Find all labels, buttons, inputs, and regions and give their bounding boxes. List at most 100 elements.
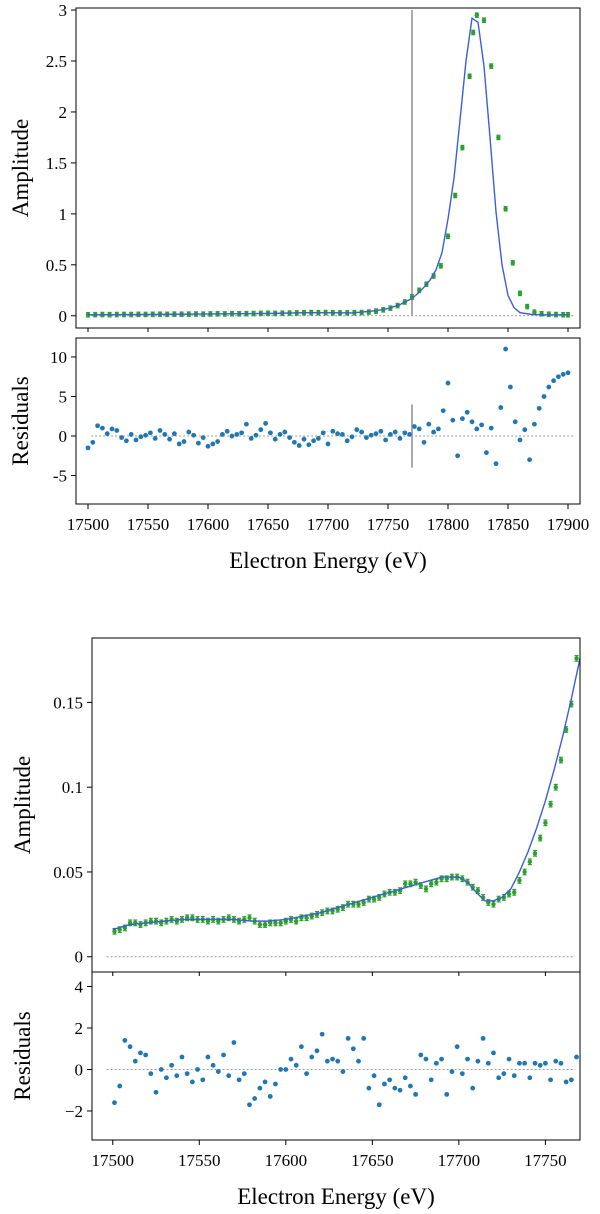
residual-point <box>568 1077 574 1083</box>
residual-points <box>112 1031 579 1108</box>
data-point <box>438 263 443 269</box>
residual-point <box>335 1058 341 1064</box>
data-point <box>496 134 501 141</box>
residual-point <box>388 432 393 437</box>
data-marker <box>474 12 479 18</box>
residual-point <box>439 1056 444 1062</box>
residual-point <box>224 428 230 434</box>
residual-point <box>153 1089 159 1095</box>
residual-point <box>553 1058 559 1064</box>
residual-point <box>122 1038 128 1043</box>
residual-point <box>408 1083 413 1089</box>
data-point <box>503 205 508 212</box>
data-marker <box>247 915 252 920</box>
data-point <box>278 919 283 927</box>
residual-point <box>210 441 216 447</box>
residual-point <box>485 1060 491 1066</box>
residual-point <box>387 1077 393 1083</box>
x-tick-label: 17700 <box>307 515 350 534</box>
x-tick-label: 17600 <box>187 515 230 534</box>
data-marker <box>558 757 564 763</box>
residual-point <box>195 1067 200 1072</box>
residual-point <box>258 427 264 433</box>
data-marker <box>434 879 439 885</box>
residual-point <box>426 421 432 427</box>
residual-point <box>366 1085 372 1091</box>
data-marker <box>503 206 508 211</box>
residual-point <box>412 424 417 429</box>
residual-point <box>304 1071 309 1077</box>
residual-point <box>498 405 504 410</box>
data-point <box>543 819 548 827</box>
data-point <box>553 783 558 791</box>
y-tick-label: -5 <box>53 467 67 486</box>
data-marker <box>403 881 408 887</box>
data-point <box>288 916 294 923</box>
data-point <box>262 921 268 928</box>
residual-point <box>454 1044 460 1050</box>
data-marker <box>525 304 530 309</box>
residual-point <box>433 1060 439 1066</box>
residual-point <box>164 1075 169 1081</box>
data-marker <box>489 63 494 69</box>
residual-point <box>152 435 158 441</box>
residual-point <box>252 1096 258 1101</box>
residual-point <box>114 428 120 433</box>
x-tick-label: 17500 <box>67 515 110 534</box>
residual-point <box>527 457 532 463</box>
residual-point <box>112 1100 117 1106</box>
data-marker <box>532 310 537 315</box>
x-tick-label: 17850 <box>487 515 530 534</box>
residual-point <box>220 432 225 437</box>
data-point <box>293 917 299 925</box>
residual-point <box>536 405 542 411</box>
residual-point <box>551 378 556 384</box>
data-point <box>453 192 458 199</box>
data-point <box>423 885 429 893</box>
residual-point <box>563 1079 569 1085</box>
data-marker <box>371 896 377 902</box>
residual-point <box>459 1071 465 1077</box>
residual-point <box>542 1060 548 1066</box>
y-tick-label: 0.1 <box>62 778 83 797</box>
fit-line <box>112 658 581 931</box>
x-tick-label: 17750 <box>524 1151 567 1170</box>
data-marker <box>548 801 553 807</box>
residual-point <box>241 1071 247 1077</box>
residual-point <box>287 435 292 440</box>
residual-point <box>109 426 115 432</box>
residual-point <box>532 1060 538 1066</box>
residual-point <box>314 1048 320 1054</box>
residual-point <box>253 432 259 438</box>
residual-point <box>460 416 465 422</box>
residual-point <box>455 453 460 459</box>
residual-point <box>189 1079 195 1085</box>
data-marker <box>361 900 366 905</box>
data-marker <box>553 784 558 790</box>
residual-point <box>474 426 480 432</box>
residual-point <box>431 429 436 435</box>
data-point <box>242 916 247 923</box>
residual-point <box>196 440 201 446</box>
x-tick-label: 17700 <box>438 1151 481 1170</box>
y-tick-label: 2.5 <box>46 52 67 71</box>
data-point <box>445 233 451 240</box>
data-marker <box>408 881 413 887</box>
data-marker <box>428 881 434 887</box>
residual-point <box>330 428 336 434</box>
residual-point <box>511 1073 517 1079</box>
residual-point <box>104 431 110 437</box>
residual-point <box>470 1085 476 1091</box>
data-point <box>522 868 527 876</box>
residual-point <box>278 1067 284 1072</box>
residual-point <box>143 1052 149 1058</box>
data-point <box>491 900 496 908</box>
residual-point <box>119 435 124 440</box>
residual-point <box>124 438 129 444</box>
residual-point <box>421 439 427 445</box>
residual-point <box>176 441 182 447</box>
residual-point <box>244 421 249 427</box>
residual-point <box>506 1056 512 1062</box>
residual-point <box>169 1062 175 1068</box>
